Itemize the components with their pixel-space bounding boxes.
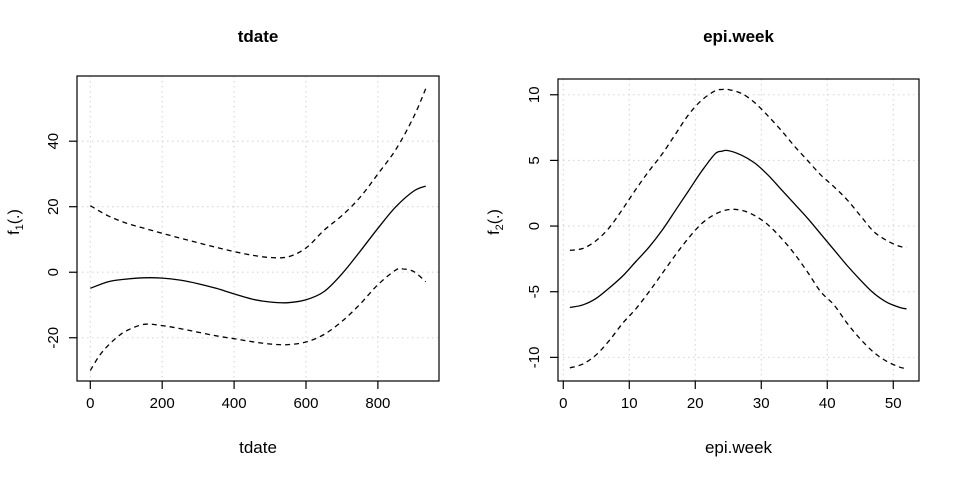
plot-box (76, 75, 440, 382)
y-tick-label: 0 (45, 268, 62, 276)
y-tick-label: -10 (526, 347, 543, 369)
curve-lower-95-ci (569, 208, 907, 370)
y-label-suffix: (.) (485, 209, 503, 225)
y-label-prefix: f (5, 230, 23, 235)
x-tick-label: 10 (621, 395, 638, 412)
y-tick-label: -5 (526, 285, 543, 298)
x-tick-label: 40 (819, 395, 836, 412)
left-plot-x-axis-label: tdate (239, 438, 277, 457)
x-tick-label: 20 (687, 395, 704, 412)
y-label-subscript: 2 (494, 224, 507, 231)
left-plot-y-axis-label: f1(.) (6, 209, 26, 235)
right-plot-title: epi.week (703, 27, 774, 46)
y-label-subscript: 1 (14, 224, 27, 231)
x-tick-label: 400 (222, 395, 247, 412)
x-tick-label: 0 (559, 395, 567, 412)
curve-fit (90, 185, 426, 304)
x-tick-label: 0 (86, 395, 94, 412)
curve-lower-95-ci (89, 267, 427, 371)
y-label-prefix: f (485, 230, 503, 235)
curve-fit (569, 149, 907, 310)
right-plot-y-axis-label: f2(.) (486, 209, 506, 235)
x-tick-label: 800 (365, 395, 390, 412)
x-tick-label: 50 (885, 395, 902, 412)
y-label-suffix: (.) (5, 209, 23, 225)
y-tick-label: 10 (526, 86, 543, 103)
curve-upper-95-ci (89, 88, 427, 259)
y-tick-label: -20 (45, 327, 62, 349)
y-tick-label: 0 (526, 222, 543, 230)
y-tick-label: 40 (45, 133, 62, 150)
x-tick-label: 200 (150, 395, 175, 412)
y-tick-label: 5 (526, 156, 543, 164)
curve-upper-95-ci (569, 88, 907, 252)
x-tick-label: 30 (753, 395, 770, 412)
x-tick-label: 600 (293, 395, 318, 412)
left-plot-title: tdate (237, 27, 279, 46)
plot-box (557, 78, 920, 382)
y-tick-label: 20 (45, 198, 62, 215)
right-plot-x-axis-label: epi.week (704, 438, 773, 457)
